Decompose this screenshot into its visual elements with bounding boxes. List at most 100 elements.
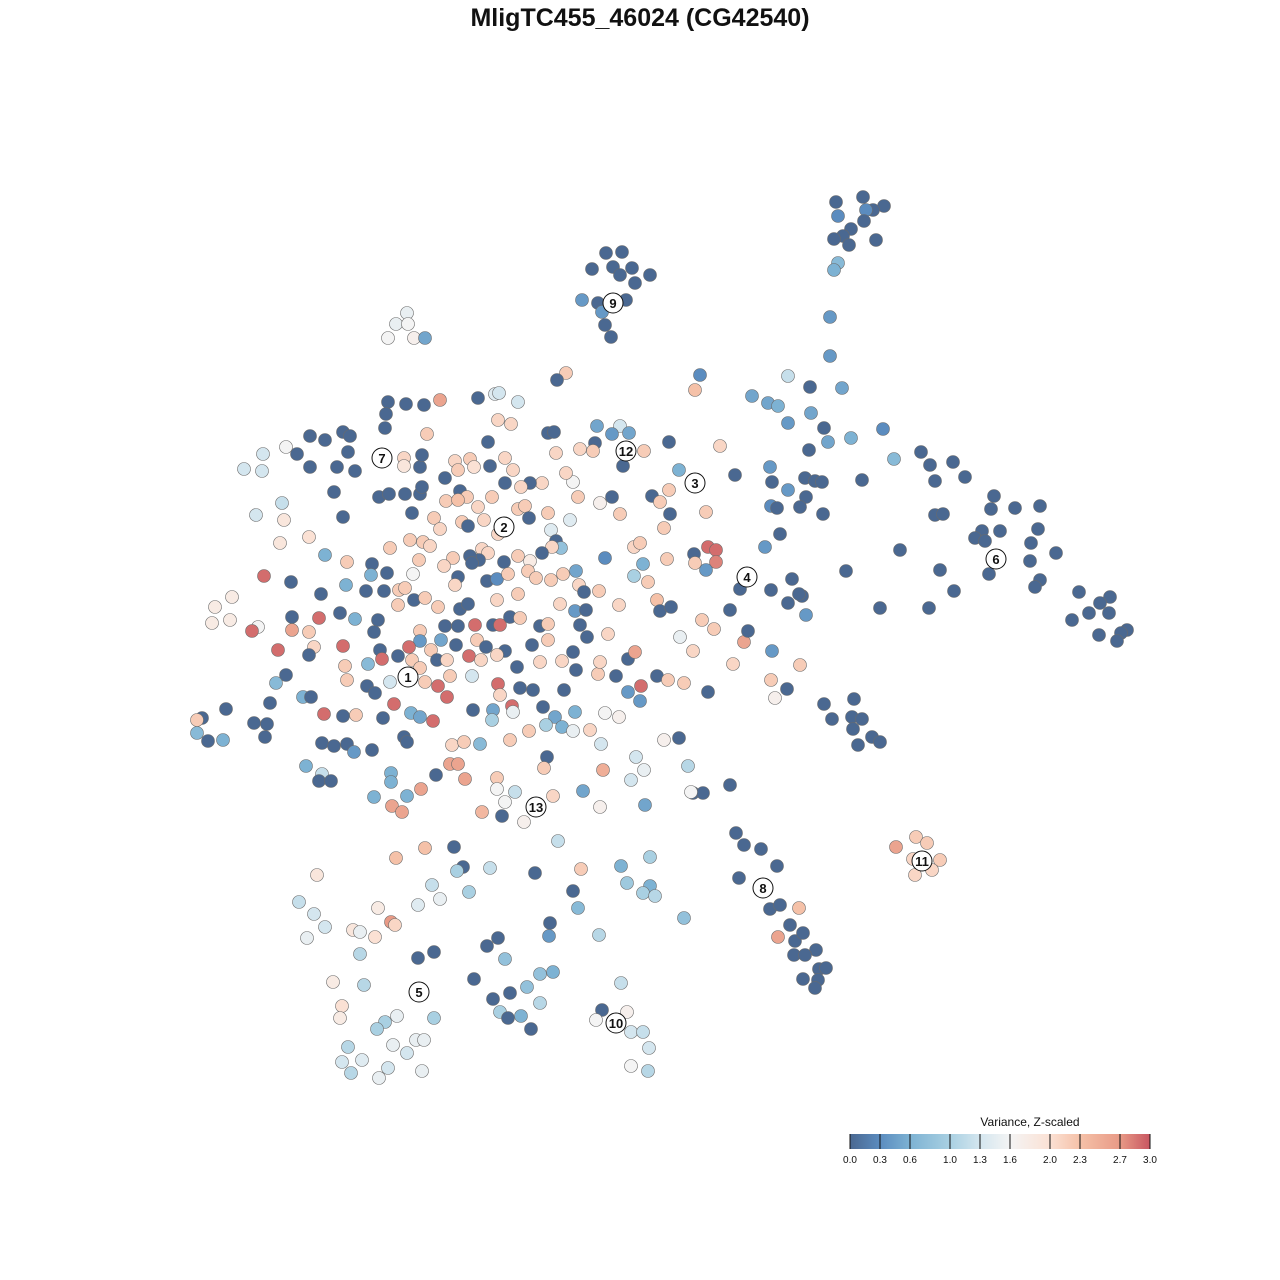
data-point [434, 633, 448, 647]
data-point [808, 981, 822, 995]
data-point [922, 601, 936, 615]
data-point [528, 866, 542, 880]
data-point [318, 548, 332, 562]
data-point [684, 785, 698, 799]
data-point [541, 633, 555, 647]
data-point [688, 556, 702, 570]
data-point [378, 421, 392, 435]
data-point [723, 778, 737, 792]
data-point [483, 861, 497, 875]
data-point [563, 513, 577, 527]
data-point [245, 624, 259, 638]
data-point [511, 549, 525, 563]
data-point [310, 868, 324, 882]
data-point [477, 513, 491, 527]
data-point [815, 475, 829, 489]
data-point [481, 546, 495, 560]
cluster-label: 10 [605, 1012, 627, 1034]
data-point [768, 691, 782, 705]
data-point [793, 658, 807, 672]
data-point [598, 706, 612, 720]
cluster-label: 2 [493, 516, 515, 538]
data-point [411, 898, 425, 912]
data-point [333, 1011, 347, 1025]
data-point [397, 459, 411, 473]
data-point [450, 864, 464, 878]
data-point [699, 505, 713, 519]
data-point [279, 668, 293, 682]
data-point [624, 1059, 638, 1073]
data-point [367, 790, 381, 804]
data-point [1031, 522, 1045, 536]
data-point [493, 688, 507, 702]
data-point [855, 473, 869, 487]
data-point [466, 703, 480, 717]
data-point [612, 710, 626, 724]
data-point [490, 593, 504, 607]
colorbar-tick-label: 2.0 [1043, 1155, 1057, 1166]
data-point [1103, 590, 1117, 604]
data-point [709, 543, 723, 557]
data-point [799, 608, 813, 622]
data-point [770, 859, 784, 873]
data-point [303, 460, 317, 474]
data-point [465, 556, 479, 570]
data-point [616, 459, 630, 473]
data-point [336, 510, 350, 524]
data-point [851, 738, 865, 752]
data-point [451, 463, 465, 477]
data-point [524, 1022, 538, 1036]
data-point [648, 889, 662, 903]
data-point [993, 524, 1007, 538]
data-point [340, 555, 354, 569]
data-point [462, 649, 476, 663]
data-point [643, 850, 657, 864]
data-point [417, 398, 431, 412]
data-point [856, 190, 870, 204]
data-point [190, 726, 204, 740]
data-point [412, 553, 426, 567]
data-point [624, 1025, 638, 1039]
legend-title: Variance, Z-scaled [980, 1115, 1080, 1129]
data-point [770, 501, 784, 515]
data-point [591, 667, 605, 681]
data-point [381, 395, 395, 409]
data-point [205, 616, 219, 630]
data-point [529, 571, 543, 585]
data-point [636, 557, 650, 571]
data-point [335, 1055, 349, 1069]
chart-title: MligTC455_46024 (CG42540) [470, 4, 810, 32]
data-point [604, 330, 618, 344]
data-point [628, 645, 642, 659]
data-point [596, 763, 610, 777]
data-point [653, 495, 667, 509]
data-point [754, 842, 768, 856]
data-point [307, 907, 321, 921]
data-point [383, 675, 397, 689]
data-point [511, 587, 525, 601]
data-point [485, 490, 499, 504]
data-point [448, 578, 462, 592]
data-point [324, 774, 338, 788]
data-point [847, 692, 861, 706]
cluster-label: 1 [397, 666, 419, 688]
data-point [359, 584, 373, 598]
data-point [699, 563, 713, 577]
data-point [465, 669, 479, 683]
data-point [590, 419, 604, 433]
data-point [225, 590, 239, 604]
data-point [796, 926, 810, 940]
data-point [249, 508, 263, 522]
data-point [418, 591, 432, 605]
cluster-label-text: 8 [759, 881, 766, 896]
data-point [377, 584, 391, 598]
data-point [514, 1009, 528, 1023]
colorbar-tick-label: 0.3 [873, 1155, 887, 1166]
data-point [517, 815, 531, 829]
data-point [641, 575, 655, 589]
data-point [546, 965, 560, 979]
cluster-label-badge [684, 472, 706, 494]
data-point [355, 1053, 369, 1067]
data-point [677, 676, 691, 690]
data-point [785, 572, 799, 586]
